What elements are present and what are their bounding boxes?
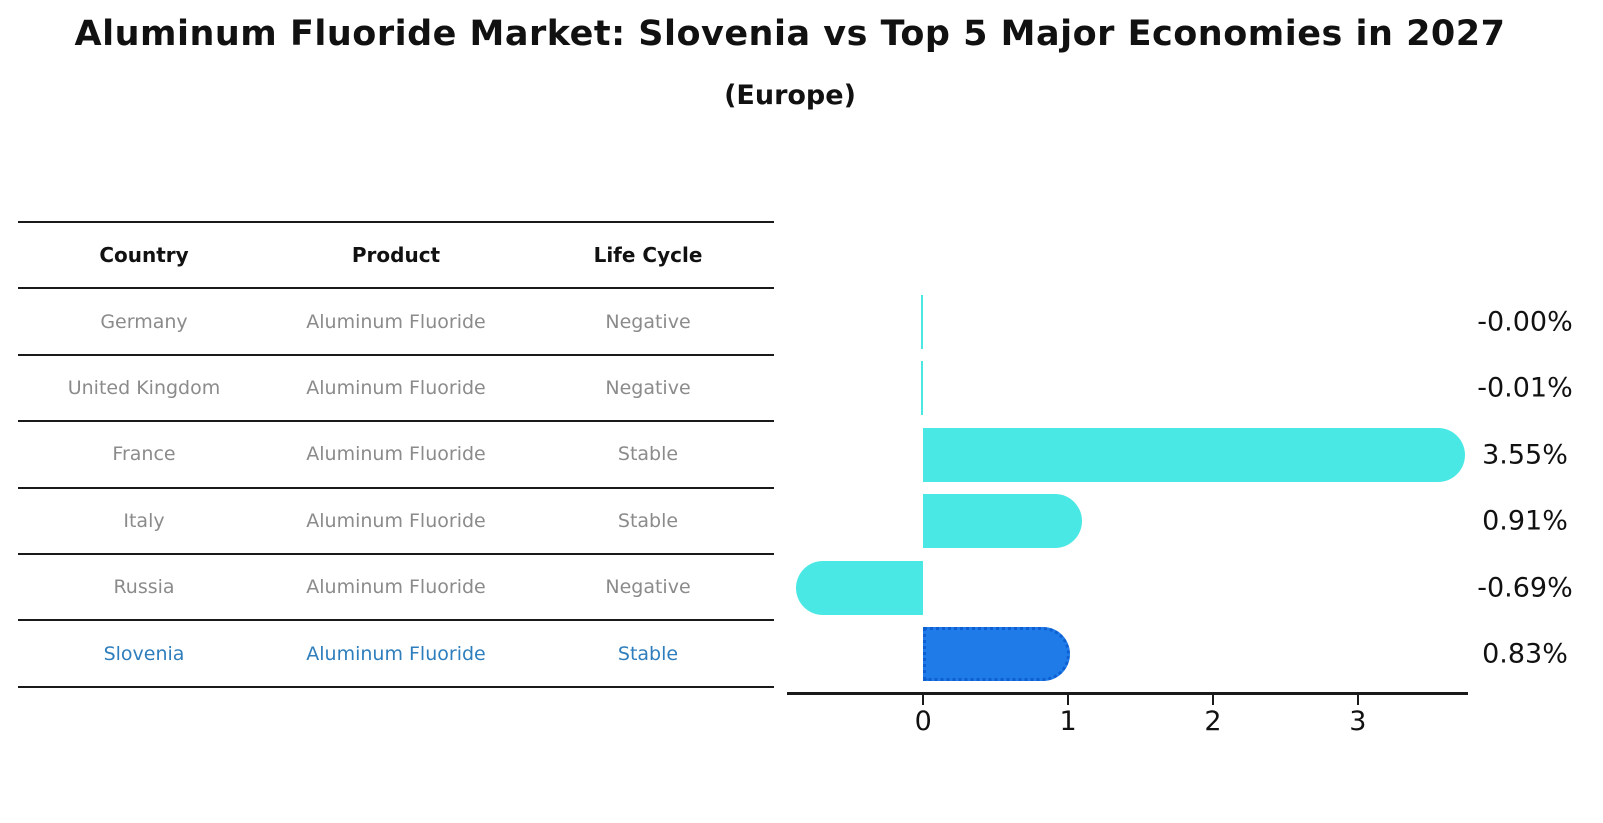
header-country: Country [99, 243, 189, 268]
bar-germany [920, 295, 924, 349]
x-tick [1066, 693, 1070, 705]
value-label-italy: 0.91% [1482, 505, 1568, 537]
x-axis [787, 692, 1468, 695]
cell-country: United Kingdom [67, 376, 221, 399]
header-product: Product [351, 243, 441, 268]
cell-country: France [112, 443, 176, 466]
x-tick-label: 0 [914, 706, 932, 737]
chart-subtitle: (Europe) [724, 80, 856, 111]
cell-product: Aluminum Fluoride [306, 509, 486, 532]
table-row: France Aluminum Fluoride Stable [18, 422, 774, 489]
cell-product: Aluminum Fluoride [306, 443, 486, 466]
cell-country: Germany [100, 310, 188, 333]
x-tick-label: 1 [1059, 706, 1077, 737]
x-tick [921, 693, 925, 705]
cell-life-cycle: Stable [617, 443, 679, 466]
value-label-slovenia: 0.83% [1482, 638, 1568, 670]
cell-product: Aluminum Fluoride [306, 310, 486, 333]
bar-france [923, 427, 1465, 482]
cell-life-cycle: Stable [617, 642, 679, 665]
table-row: Italy Aluminum Fluoride Stable [18, 489, 774, 555]
cell-product: Aluminum Fluoride [306, 376, 486, 399]
x-tick-label: 3 [1349, 706, 1367, 737]
bar-plot [787, 222, 1468, 693]
cell-product: Aluminum Fluoride [306, 576, 486, 599]
cell-country: Russia [113, 576, 175, 599]
bar-russia [796, 560, 924, 615]
table-row-slovenia: Slovenia Aluminum Fluoride Stable [18, 621, 774, 688]
bar-slovenia [923, 627, 1071, 681]
bar-italy [923, 494, 1083, 549]
table-header-row: Country Product Life Cycle [18, 223, 774, 290]
value-label-france: 3.55% [1482, 439, 1568, 471]
cell-life-cycle: Negative [605, 576, 691, 599]
cell-country: Italy [123, 509, 165, 532]
x-tick-label: 2 [1204, 706, 1222, 737]
value-label-russia: -0.69% [1477, 572, 1573, 604]
value-label-germany: -0.00% [1477, 306, 1573, 338]
x-tick [1356, 693, 1360, 705]
table-row: Germany Aluminum Fluoride Negative [18, 289, 774, 356]
value-label-united-kingdom: -0.01% [1477, 372, 1573, 404]
country-table: Country Product Life Cycle Germany Alumi… [18, 221, 774, 688]
cell-life-cycle: Negative [605, 310, 691, 333]
cell-life-cycle: Negative [605, 376, 691, 399]
cell-country: Slovenia [103, 642, 185, 665]
cell-product: Aluminum Fluoride [306, 642, 486, 665]
header-life-cycle: Life Cycle [593, 243, 703, 268]
table-row: United Kingdom Aluminum Fluoride Negativ… [18, 356, 774, 423]
chart-title: Aluminum Fluoride Market: Slovenia vs To… [74, 14, 1506, 54]
cell-life-cycle: Stable [617, 509, 679, 532]
bar-united-kingdom [920, 361, 924, 416]
x-tick [1211, 693, 1215, 705]
table-row: Russia Aluminum Fluoride Negative [18, 555, 774, 622]
